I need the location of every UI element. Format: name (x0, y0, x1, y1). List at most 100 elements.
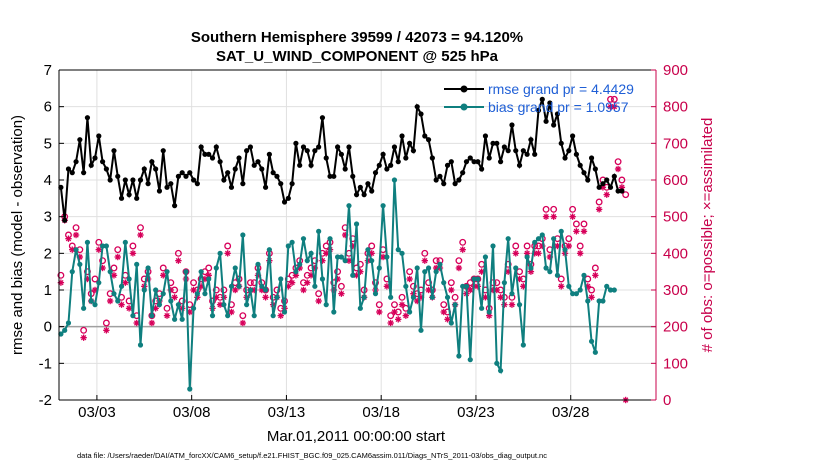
star-stroke (107, 298, 113, 304)
possible-obs-point (95, 238, 103, 246)
rmse-point (187, 170, 193, 176)
assimilated-obs-point (190, 286, 197, 294)
possible-obs-point (614, 158, 622, 166)
bias-point (418, 327, 424, 333)
assimilated-obs-point (508, 301, 516, 308)
bias-point (350, 272, 356, 278)
bias-point (118, 283, 125, 289)
rmse-point (410, 148, 417, 154)
possible-obs-point (398, 293, 406, 301)
star-stroke (111, 272, 117, 279)
rmse-point (452, 181, 458, 187)
star-stroke (296, 265, 303, 271)
assimilated-obs-point (163, 312, 171, 319)
bias-point (99, 243, 106, 249)
star-stroke (422, 257, 428, 264)
bias-point (596, 298, 602, 304)
bias-point (297, 261, 303, 267)
right-tick-label: 900 (663, 62, 688, 79)
rmse-point (448, 159, 454, 165)
rmse-point (388, 162, 394, 168)
right-tick-label: 600 (663, 172, 688, 189)
star-stroke (543, 213, 549, 220)
assimilated-obs-point (512, 250, 519, 257)
possible-obs-point (580, 220, 588, 228)
bias-point (460, 283, 466, 289)
possible-obs-point (432, 257, 440, 265)
bias-point (274, 294, 280, 300)
bias-point (62, 327, 68, 333)
left-tick-label: -2 (39, 392, 52, 409)
bias-point (130, 313, 136, 319)
possible-obs-point (610, 95, 618, 103)
bias-point (115, 298, 121, 304)
bias-point (262, 287, 269, 293)
rmse-point (266, 151, 272, 157)
right-tick-label: 400 (663, 245, 688, 262)
bias-point (570, 291, 576, 297)
star-stroke (600, 184, 606, 191)
rmse-point (475, 159, 481, 165)
star-stroke (115, 254, 121, 260)
possible-obs-point (102, 319, 110, 327)
rmse-point (615, 188, 621, 194)
bias-point (281, 309, 288, 315)
possible-obs-point (421, 249, 429, 257)
assimilated-obs-point (304, 279, 311, 286)
rmse-point (179, 170, 185, 176)
assimilated-obs-point (588, 294, 595, 301)
bias-point (134, 261, 140, 267)
bias-point (384, 254, 390, 260)
star-stroke (444, 316, 451, 323)
bias-point (566, 283, 572, 289)
possible-obs-point (451, 293, 459, 301)
assimilated-obs-point (129, 250, 137, 257)
rmse-point (444, 162, 451, 168)
possible-obs-point (440, 301, 448, 309)
star-stroke (441, 309, 447, 315)
bias-point (228, 283, 235, 289)
star-stroke (80, 334, 87, 341)
bias-point (69, 269, 75, 275)
bias-point (179, 316, 185, 322)
left-tick-label: 4 (44, 172, 52, 189)
rmse-point (160, 148, 166, 154)
possible-obs-point (550, 205, 558, 213)
bias-point (190, 305, 197, 311)
bias-point (73, 247, 79, 253)
star-stroke (164, 312, 170, 319)
rmse-point (588, 155, 595, 161)
rmse-point (422, 133, 428, 139)
rmse-point (600, 181, 606, 187)
x-tick-label: 03/13 (268, 404, 306, 421)
x-tick-label: 03/18 (362, 404, 400, 421)
rmse-point (221, 177, 227, 183)
bias-point (444, 294, 451, 300)
assimilated-obs-point (106, 297, 114, 305)
assimilated-obs-point (402, 312, 410, 319)
rmse-point (111, 148, 117, 154)
bias-point (244, 302, 250, 308)
star-stroke (391, 309, 398, 315)
rmse-point (369, 188, 375, 194)
rmse-point (513, 148, 519, 154)
bias-point (338, 254, 344, 260)
rmse-point (501, 144, 507, 150)
rmse-point (403, 155, 409, 161)
bias-point (175, 302, 181, 308)
bias-point (588, 338, 595, 344)
possible-obs-point (163, 304, 171, 312)
possible-obs-point (459, 238, 467, 246)
x-tick-label: 03/08 (173, 404, 211, 421)
rmse-point (149, 159, 155, 165)
bias-point (600, 298, 606, 304)
rmse-point (395, 159, 401, 165)
star-stroke (73, 232, 79, 238)
bias-point (554, 272, 561, 278)
bias-point (410, 294, 417, 300)
possible-obs-point (129, 242, 137, 250)
assimilated-obs-point (398, 301, 406, 308)
x-tick-label: 03/28 (552, 404, 590, 421)
rmse-point (65, 166, 72, 172)
star-stroke (190, 287, 197, 293)
